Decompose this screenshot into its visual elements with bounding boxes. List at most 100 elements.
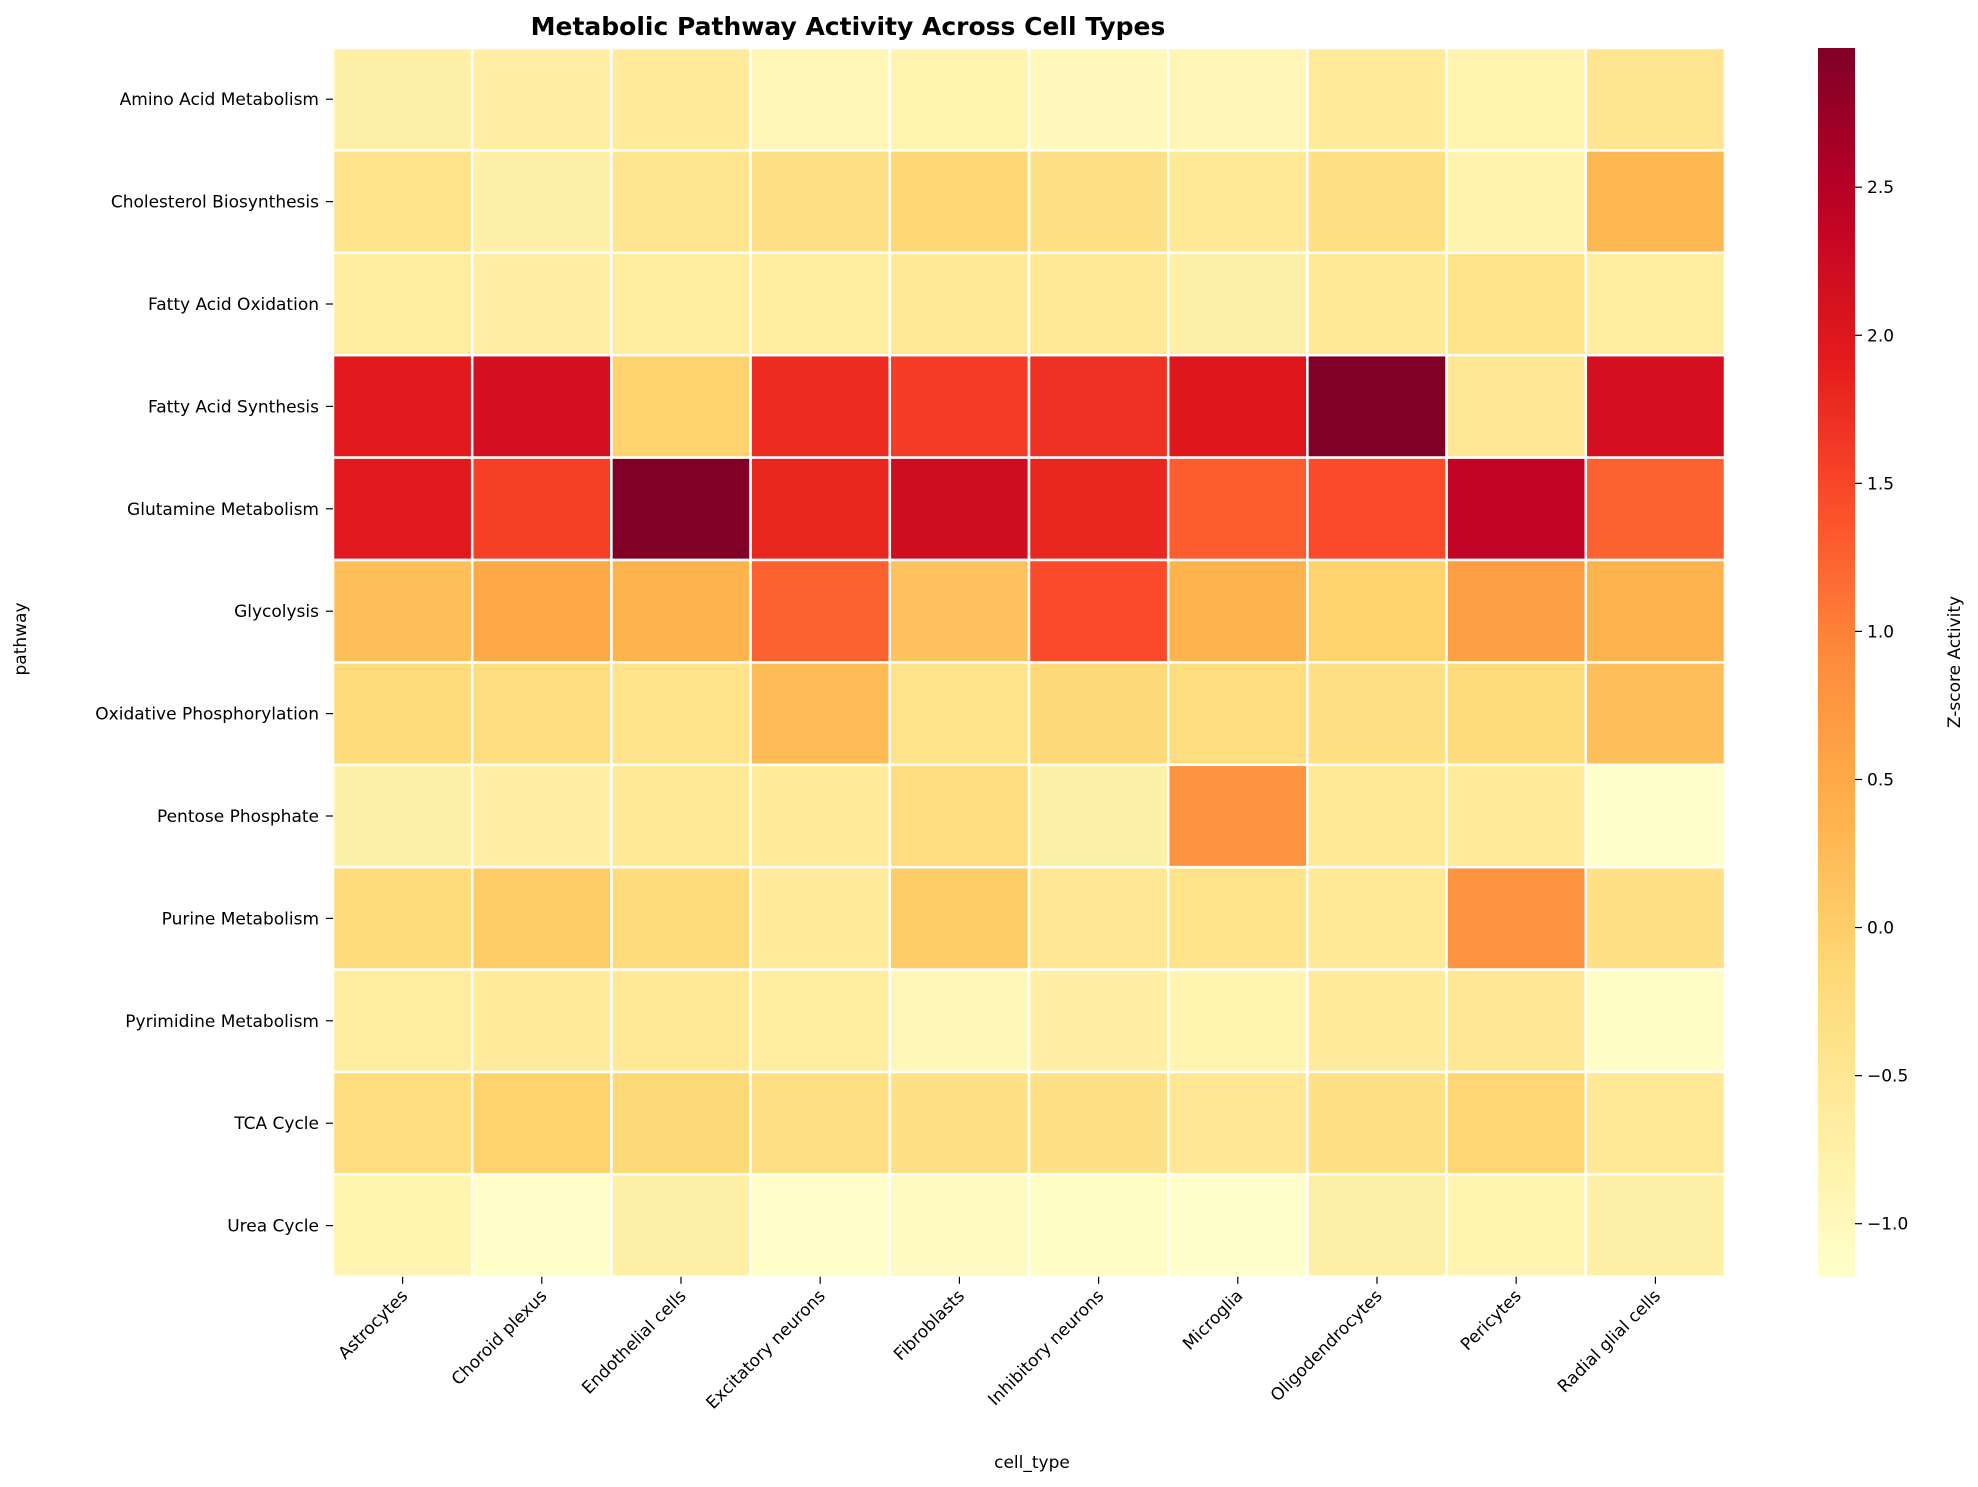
heatmap-cell bbox=[1445, 558, 1588, 664]
colorbar-label: Z-score Activity bbox=[1945, 596, 1965, 728]
heatmap-cell bbox=[470, 456, 613, 562]
heatmap-cell bbox=[331, 968, 474, 1074]
heatmap-cell bbox=[470, 149, 613, 255]
x-tick-label: Endothelial cells bbox=[578, 1286, 690, 1398]
heatmap-cell bbox=[1166, 149, 1309, 255]
heatmap-cell bbox=[888, 661, 1031, 767]
heatmap-cell bbox=[1584, 1173, 1727, 1279]
heatmap-cell bbox=[1584, 763, 1727, 869]
heatmap-cell bbox=[888, 251, 1031, 357]
heatmap-cell bbox=[749, 456, 892, 562]
heatmap-cell bbox=[610, 558, 752, 664]
heatmap-cell bbox=[470, 353, 613, 459]
heatmap-cell bbox=[888, 865, 1031, 971]
y-tick-label: Urea Cycle bbox=[227, 1217, 319, 1237]
x-tick-label: Astrocytes bbox=[335, 1286, 413, 1364]
heatmap-cell bbox=[1445, 149, 1588, 255]
heatmap-cell bbox=[1166, 1173, 1309, 1279]
heatmap-cell bbox=[1306, 46, 1448, 152]
heatmap-cell bbox=[1584, 456, 1727, 562]
x-tick-label: Excitatory neurons bbox=[703, 1286, 830, 1413]
heatmap-cell bbox=[331, 1070, 474, 1176]
heatmap-cell bbox=[1027, 456, 1170, 562]
heatmap-cell bbox=[1166, 968, 1309, 1074]
y-tick-label: Fatty Acid Synthesis bbox=[148, 397, 319, 417]
heatmap-cell bbox=[331, 456, 474, 562]
heatmap-cell bbox=[470, 661, 613, 767]
heatmap-cell bbox=[1027, 968, 1170, 1074]
heatmap-cell bbox=[1584, 353, 1727, 459]
heatmap-cell bbox=[749, 865, 892, 971]
heatmap-cell bbox=[331, 149, 474, 255]
y-tick-label: Pyrimidine Metabolism bbox=[125, 1012, 319, 1032]
heatmap-cell bbox=[610, 968, 752, 1074]
heatmap-cell bbox=[331, 353, 474, 459]
colorbar-tick-label: 1.5 bbox=[1867, 474, 1894, 494]
heatmap-cell bbox=[331, 251, 474, 357]
heatmap-cell bbox=[1027, 1070, 1170, 1176]
heatmap-cell bbox=[1027, 865, 1170, 971]
y-tick-label: Glycolysis bbox=[234, 602, 319, 622]
heatmap-cell bbox=[331, 558, 474, 664]
heatmap-cell bbox=[749, 46, 892, 152]
heatmap-cell bbox=[749, 661, 892, 767]
heatmap-cell bbox=[1306, 763, 1448, 869]
colorbar-tick-label: 0.5 bbox=[1867, 770, 1894, 790]
heatmap-cell bbox=[331, 865, 474, 971]
x-tick-label: Choroid plexus bbox=[448, 1286, 552, 1390]
heatmap-cell bbox=[1166, 456, 1309, 562]
heatmap-cell bbox=[1027, 763, 1170, 869]
heatmap-cell bbox=[1445, 456, 1588, 562]
heatmap-cell bbox=[331, 46, 474, 152]
heatmap-cell bbox=[1027, 353, 1170, 459]
heatmap-cell bbox=[610, 149, 752, 255]
heatmap-cell bbox=[610, 353, 752, 459]
heatmap-cell bbox=[888, 456, 1031, 562]
heatmap-cell bbox=[1166, 46, 1309, 152]
heatmap-cell bbox=[888, 149, 1031, 255]
heatmap-cell bbox=[1306, 558, 1448, 664]
heatmap-cell bbox=[1445, 46, 1588, 152]
heatmap-cell bbox=[1306, 251, 1448, 357]
heatmap-cell bbox=[749, 558, 892, 664]
colorbar-tick-label: −0.5 bbox=[1867, 1067, 1908, 1087]
heatmap-cell bbox=[470, 46, 613, 152]
heatmap-cell bbox=[1166, 251, 1309, 357]
heatmap-cell bbox=[1445, 1173, 1588, 1279]
heatmap-cell bbox=[1584, 149, 1727, 255]
heatmap-cell bbox=[610, 456, 752, 562]
colorbar-tick-label: 2.5 bbox=[1867, 178, 1894, 198]
y-tick-label: Amino Acid Metabolism bbox=[120, 90, 319, 110]
heatmap-cell bbox=[470, 558, 613, 664]
x-tick-label: Oligodendrocytes bbox=[1267, 1286, 1387, 1406]
y-tick-label: Cholesterol Biosynthesis bbox=[111, 193, 319, 213]
heatmap-cell bbox=[1445, 1070, 1588, 1176]
heatmap-cell bbox=[1584, 46, 1727, 152]
chart-title: Metabolic Pathway Activity Across Cell T… bbox=[531, 12, 1166, 41]
heatmap-cell bbox=[1027, 1173, 1170, 1279]
heatmap-cell bbox=[1306, 661, 1448, 767]
heatmap-cell bbox=[1445, 661, 1588, 767]
heatmap-cell bbox=[610, 661, 752, 767]
heatmap-cell bbox=[610, 1173, 752, 1279]
heatmap-cell bbox=[1584, 661, 1727, 767]
y-tick-label: Oxidative Phosphorylation bbox=[95, 705, 319, 725]
heatmap-cell bbox=[1306, 968, 1448, 1074]
heatmap-cell bbox=[1166, 865, 1309, 971]
heatmap-cell bbox=[1027, 558, 1170, 664]
heatmap-cell bbox=[1584, 968, 1727, 1074]
heatmap-cell bbox=[1166, 763, 1309, 869]
heatmap-cell bbox=[1445, 251, 1588, 357]
heatmap-cell bbox=[610, 763, 752, 869]
x-tick-label: Inhibitory neurons bbox=[984, 1286, 1108, 1410]
heatmap-cell bbox=[610, 1070, 752, 1176]
colorbar-tick-label: 0.0 bbox=[1867, 919, 1894, 939]
heatmap-cell bbox=[749, 763, 892, 869]
heatmap-cell bbox=[1584, 865, 1727, 971]
heatmap-cell bbox=[1027, 46, 1170, 152]
heatmap-cell bbox=[888, 353, 1031, 459]
x-tick-label: Microglia bbox=[1179, 1286, 1247, 1354]
heatmap-cell bbox=[331, 661, 474, 767]
